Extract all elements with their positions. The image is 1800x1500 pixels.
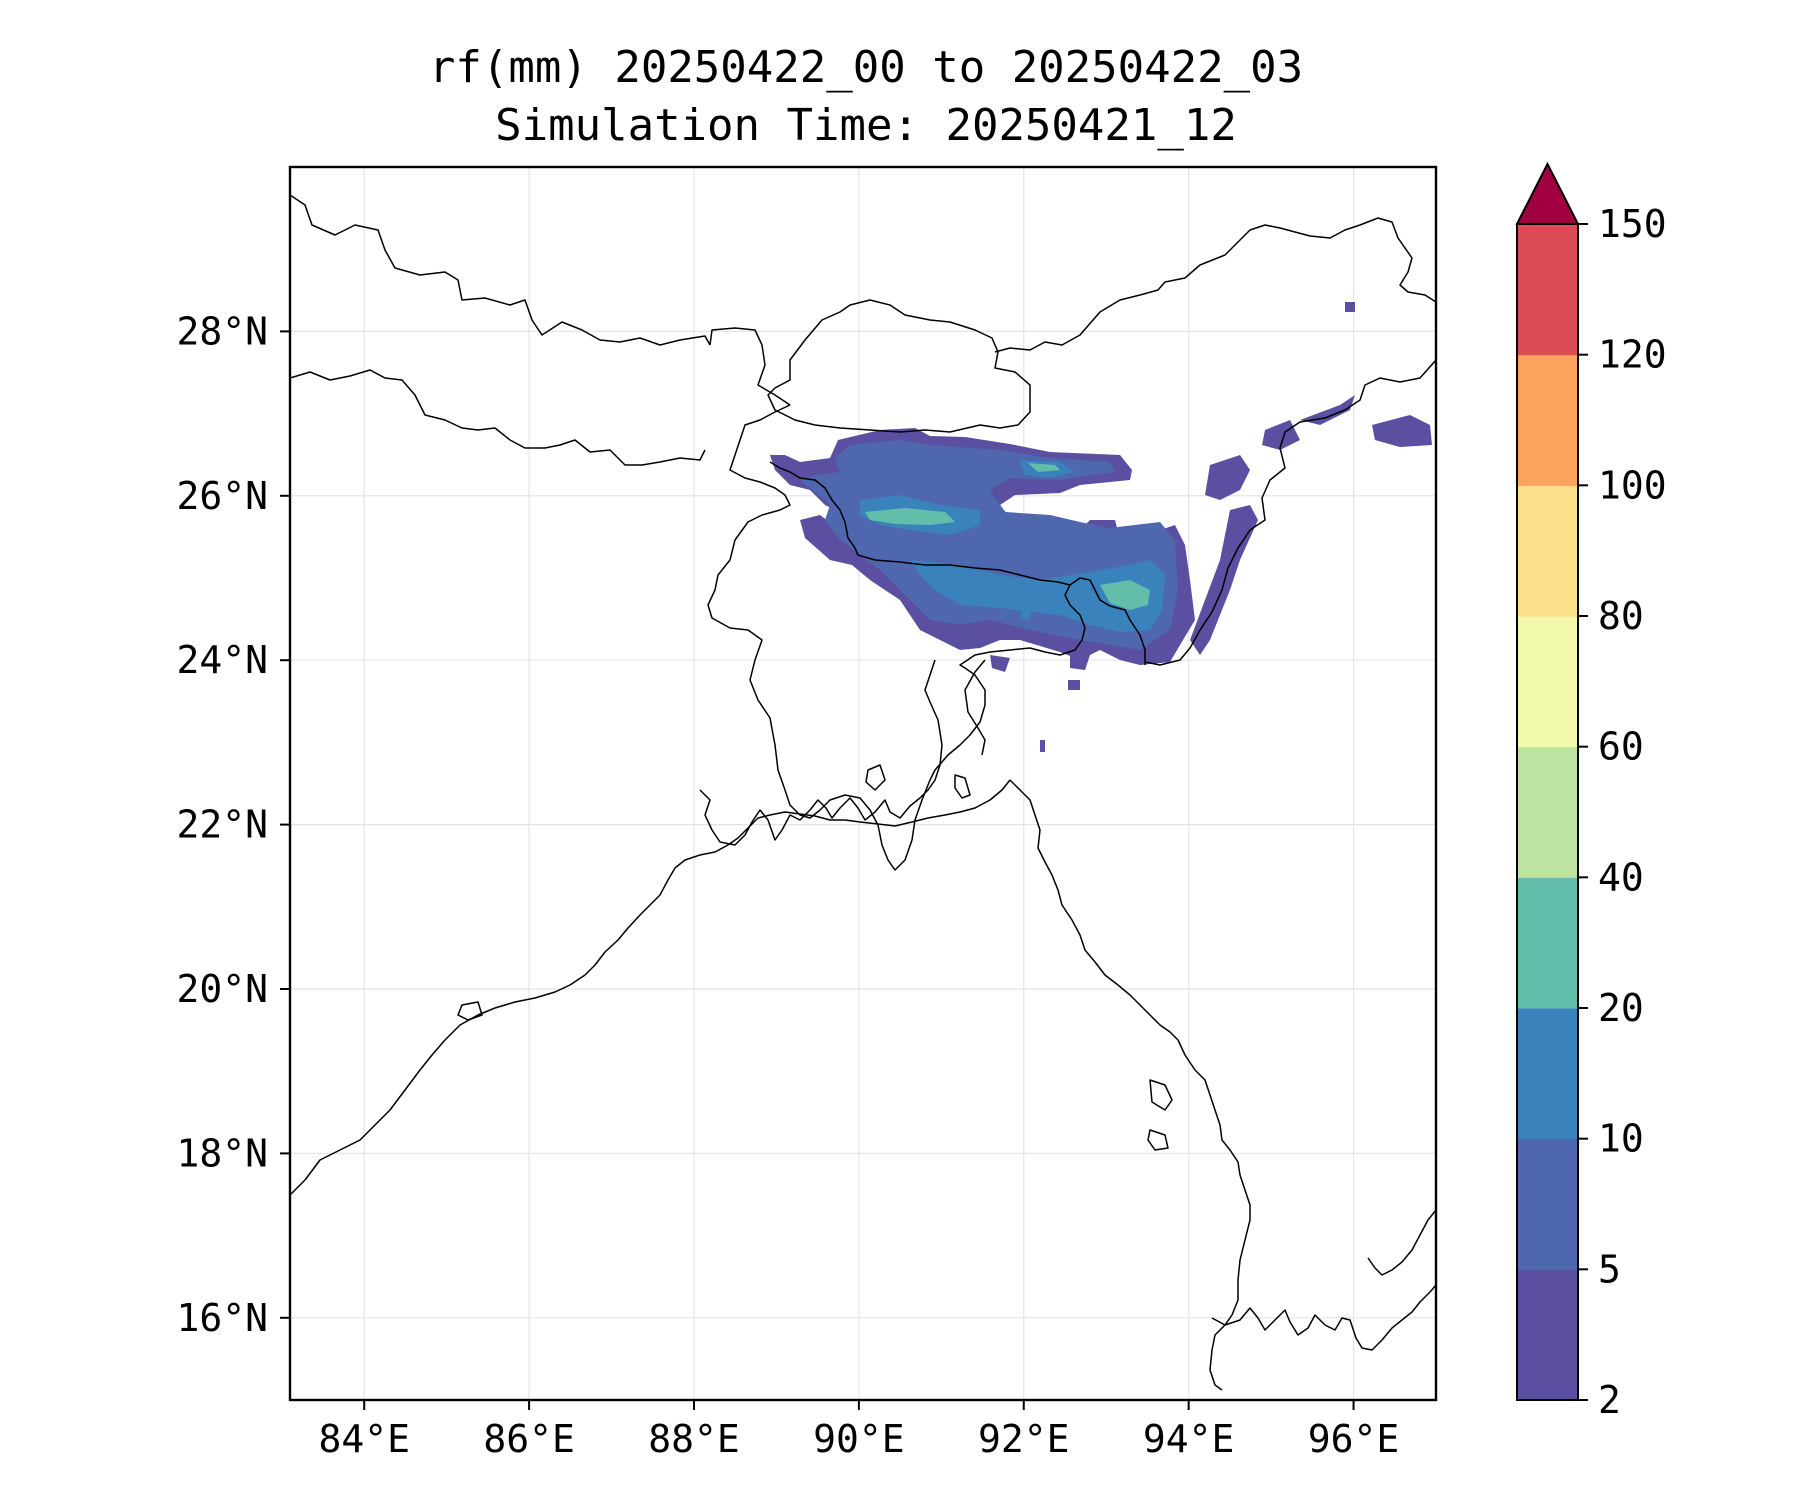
lon-tick-label: 88°E	[648, 1417, 740, 1461]
inner-assam-meghalaya-border	[769, 461, 1071, 586]
sikkim-border	[709, 327, 791, 406]
bhola-island	[865, 764, 886, 791]
lat-tick-label: 24°N	[176, 638, 268, 682]
barisal-island	[954, 774, 971, 799]
map-boundaries	[290, 194, 1436, 1391]
colorbar: 2 5 10 20 40 60 80 100 120 150	[1515, 161, 1667, 1422]
rain-patch-southeast-1	[1070, 650, 1090, 670]
rain-patch-southeast-2	[990, 655, 1010, 672]
colorbar-tick-label: 80	[1598, 594, 1644, 638]
sundarbans-delta	[699, 659, 943, 846]
colorbar-segment	[1517, 616, 1578, 748]
tripura-border	[964, 659, 986, 756]
longitude-axis: 84°E 86°E 88°E 90°E 92°E 94°E 96°E	[318, 1400, 1399, 1461]
rain-patch-far-northeast	[1372, 415, 1432, 447]
rainfall-field	[770, 302, 1432, 752]
lon-tick-label: 94°E	[1143, 1417, 1235, 1461]
nepal-north-border	[290, 194, 711, 346]
chilika-island	[457, 1001, 483, 1021]
rain-patch-ne-small	[1345, 302, 1355, 312]
latitude-axis: 28°N 26°N 24°N 22°N 20°N 18°N 16°N	[176, 309, 290, 1340]
colorbar-tick-label: 10	[1598, 1117, 1644, 1161]
cheduba-island	[1147, 1129, 1169, 1151]
rain-patch-10mm-main	[910, 560, 1165, 632]
rain-patch-20mm-west	[865, 508, 955, 525]
myanmar-east-coast	[1367, 1209, 1436, 1276]
colorbar-tick-label: 120	[1598, 333, 1667, 377]
rain-patch-far-east	[1300, 395, 1355, 425]
colorbar-tick-label: 2	[1598, 1378, 1621, 1422]
lat-tick-label: 20°N	[176, 967, 268, 1011]
colorbar-segment	[1517, 354, 1578, 486]
rain-patch-20mm-top	[1028, 463, 1060, 472]
map-title-line-1: rf(mm) 20250422_00 to 20250422_03	[428, 42, 1304, 93]
ne-india-east-border	[1144, 359, 1436, 666]
bangladesh-border	[707, 404, 1146, 871]
map-gridlines	[290, 167, 1436, 1400]
lon-tick-label: 86°E	[483, 1417, 575, 1461]
lat-tick-label: 16°N	[176, 1296, 268, 1340]
lon-tick-label: 90°E	[813, 1417, 905, 1461]
lon-tick-label: 96°E	[1308, 1417, 1400, 1461]
map-title-line-2: Simulation Time: 20250421_12	[495, 100, 1237, 151]
lat-tick-label: 28°N	[176, 309, 268, 353]
colorbar-tick-label: 150	[1598, 202, 1667, 246]
colorbar-tick-label: 5	[1598, 1247, 1621, 1291]
lon-tick-label: 92°E	[978, 1417, 1070, 1461]
lon-tick-label: 84°E	[318, 1417, 410, 1461]
colorbar-tick-label: 60	[1598, 725, 1644, 769]
bhutan-border	[767, 299, 1031, 433]
lat-tick-label: 18°N	[176, 1131, 268, 1175]
ne-india-north-border	[994, 217, 1436, 353]
colorbar-segment	[1517, 1008, 1578, 1140]
rain-patch-10mm-cell	[1020, 607, 1032, 620]
colorbar-frame	[1516, 223, 1579, 1401]
lat-tick-label: 22°N	[176, 803, 268, 847]
colorbar-tick-label: 100	[1598, 463, 1667, 507]
colorbar-extend-arrow	[1515, 161, 1580, 225]
lat-tick-label: 26°N	[176, 474, 268, 518]
colorbar-segment	[1517, 877, 1578, 1009]
rain-patch-south-small	[1040, 740, 1045, 752]
colorbar-segment	[1517, 224, 1578, 356]
nepal-south-border	[290, 369, 706, 466]
rain-patch-20mm-east	[1100, 580, 1150, 610]
colorbar-segment	[1517, 485, 1578, 617]
myanmar-coast	[1009, 779, 1251, 1391]
colorbar-segment	[1517, 1269, 1578, 1401]
colorbar-segment	[1517, 746, 1578, 878]
colorbar-tick-label: 20	[1598, 986, 1644, 1030]
rain-patch-east-cells	[1205, 455, 1250, 500]
ramree-island	[1149, 1079, 1173, 1111]
colorbar-tick-label: 40	[1598, 855, 1644, 899]
rain-patch-se-cell	[1068, 680, 1080, 690]
colorbar-segment	[1517, 1138, 1578, 1270]
map-frame	[288, 165, 1438, 1402]
irrawaddy-delta	[1211, 1284, 1436, 1351]
india-east-coast	[290, 779, 1011, 1196]
